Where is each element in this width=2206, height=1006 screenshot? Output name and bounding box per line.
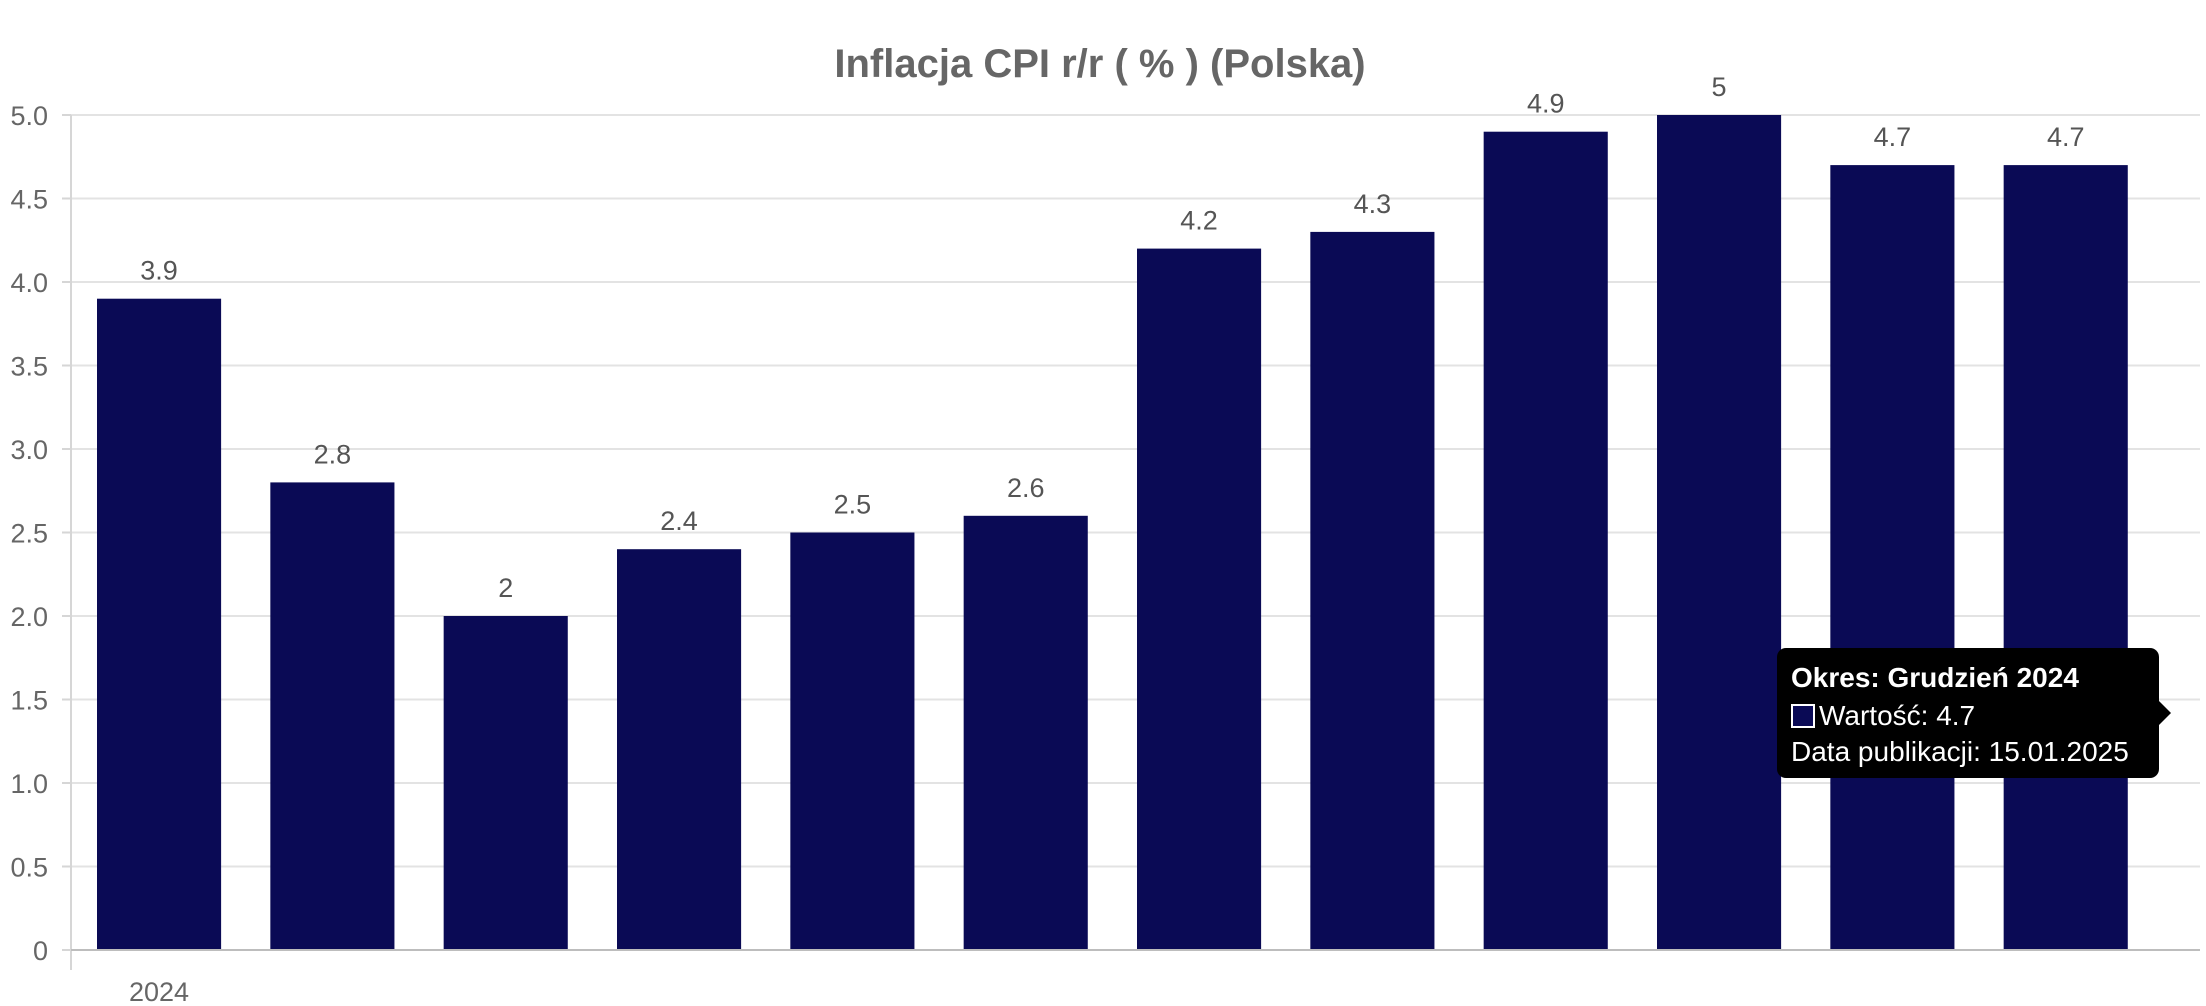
data-labels: 3.9 2.8 2 2.4 2.5 2.6 4.2 4.3 4.9 5 4.7 4.7 [140,72,2084,603]
bar-value-label: 4.2 [1180,206,1218,236]
y-tick-label: 3.0 [10,435,48,465]
bar-value-label: 2 [498,573,513,603]
y-tick-label: 1.0 [10,769,48,799]
bar[interactable] [1830,165,1955,951]
bar-value-label: 4.7 [2047,122,2085,152]
tooltip-title: Okres: Grudzień 2024 [1791,662,2079,693]
x-tick-label: 2024 [129,977,189,1006]
series-color-swatch [1791,704,1815,728]
y-tick-label: 3.5 [10,352,48,382]
bar-value-label: 2.5 [834,490,872,520]
bar-tooltip: Okres: Grudzień 2024 Wartość: 4.7 Data p… [1777,648,2171,778]
bar-value-label: 2.6 [1007,473,1045,503]
y-tick-label: 2.0 [10,602,48,632]
bar[interactable] [97,298,222,950]
bar[interactable] [1483,131,1608,950]
bar[interactable] [963,515,1088,950]
bar[interactable] [1137,248,1262,951]
chart-title: Inflacja CPI r/r ( % ) (Polska) [834,42,1365,86]
bar-value-label: 5 [1712,72,1727,102]
tooltip-date-row: Data publikacji: 15.01.2025 [1791,734,2145,770]
y-tick-label: 5.0 [10,101,48,131]
bar[interactable] [617,549,742,950]
tooltip-value-row: Wartość: 4.7 [1791,698,2145,734]
tooltip-pointer [2159,701,2171,725]
bar[interactable] [790,532,915,951]
tooltip-value: Wartość: 4.7 [1819,700,1976,731]
y-tick-label: 2.5 [10,519,48,549]
bar[interactable] [1310,231,1435,950]
x-axis: 2024 [71,949,2200,1006]
bar-value-label: 3.9 [140,256,178,286]
y-axis: 0 0.5 1.0 1.5 2.0 2.5 3.0 3.5 4.0 4.5 5.0 [10,101,72,970]
bar-value-label: 4.9 [1527,89,1565,119]
bar-value-label: 2.8 [314,439,352,469]
y-tick-label: 0 [33,936,48,966]
y-tick-label: 4.0 [10,268,48,298]
y-tick-label: 4.5 [10,185,48,215]
tooltip-publication-date: Data publikacji: 15.01.2025 [1791,736,2129,767]
bar[interactable] [2003,165,2128,951]
bar[interactable] [443,616,568,950]
y-tick-label: 0.5 [10,853,48,883]
y-tick-label: 1.5 [10,686,48,716]
bar[interactable] [270,482,395,950]
bar-value-label: 4.3 [1354,189,1392,219]
bar-value-label: 2.4 [660,506,698,536]
bar[interactable] [1657,115,1782,950]
bar-series [97,115,2128,951]
bar-value-label: 4.7 [1874,122,1912,152]
